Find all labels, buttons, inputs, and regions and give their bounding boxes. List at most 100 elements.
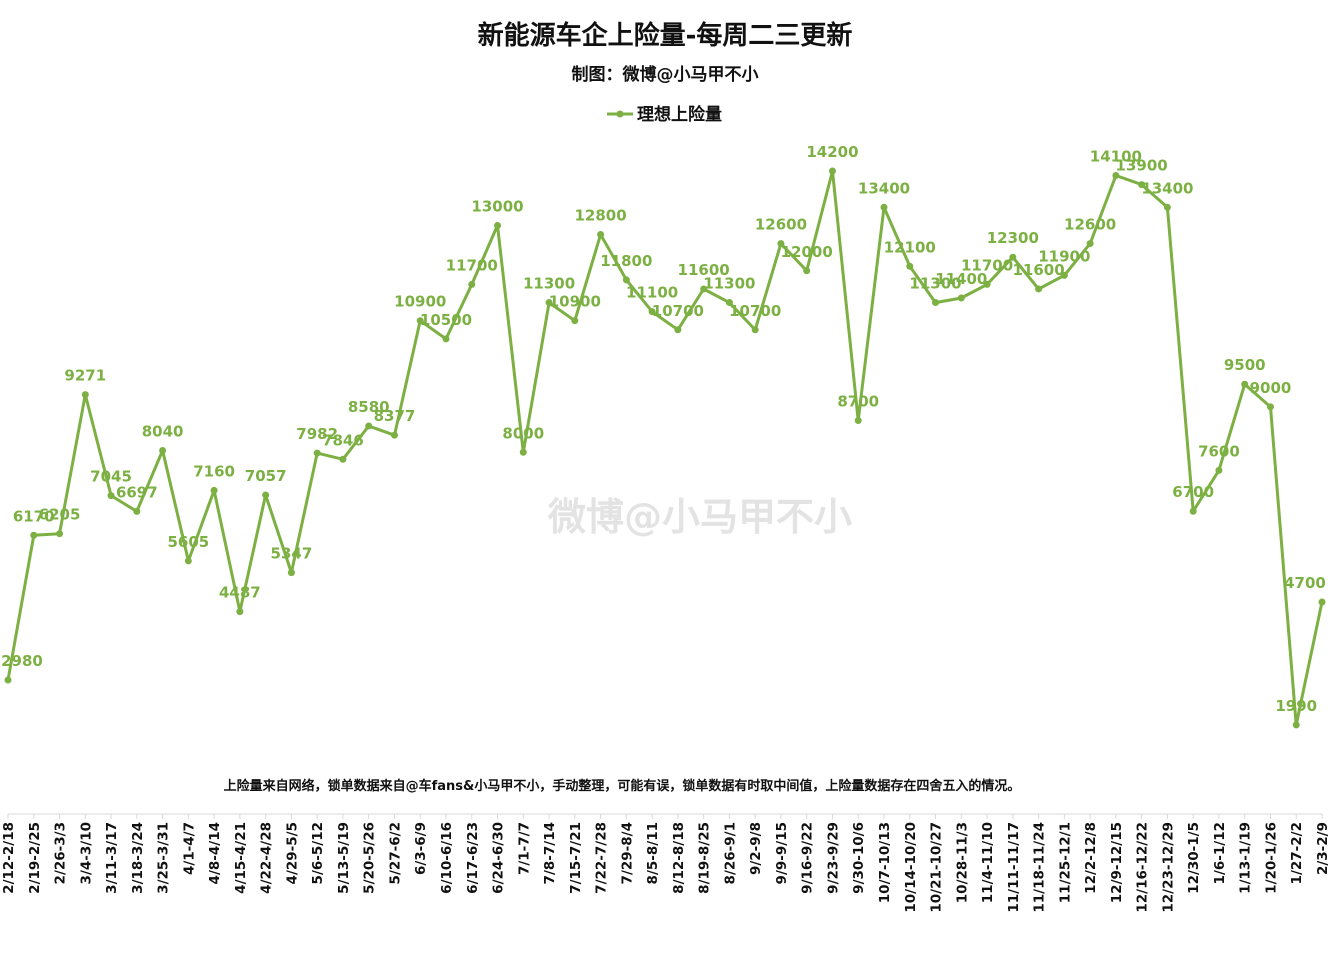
data-point <box>468 280 476 288</box>
data-point <box>1112 172 1120 180</box>
data-point <box>1241 380 1249 388</box>
x-tick-label: 8/26-9/1 <box>722 822 738 884</box>
data-label: 8040 <box>142 422 184 440</box>
x-tick-label: 3/4-3/10 <box>78 822 94 884</box>
data-point <box>906 262 914 270</box>
data-label: 11900 <box>1038 247 1090 265</box>
x-tick-label: 12/23-12/29 <box>1160 822 1176 913</box>
x-tick-label: 3/11-3/17 <box>104 822 120 894</box>
data-point <box>983 280 991 288</box>
data-point <box>1292 721 1300 729</box>
data-label: 11400 <box>935 270 987 288</box>
x-tick-label: 2/3-2/9 <box>1315 822 1330 875</box>
data-label: 9500 <box>1224 356 1266 374</box>
data-point <box>262 491 270 499</box>
x-tick-label: 12/16-12/22 <box>1135 822 1151 913</box>
data-label: 12000 <box>781 243 833 261</box>
x-tick-label: 12/2-12/8 <box>1083 822 1099 894</box>
data-point <box>1009 253 1017 261</box>
x-tick-label: 3/25-3/31 <box>156 822 172 894</box>
data-label: 4487 <box>219 584 261 602</box>
x-tick-label: 12/30-1/5 <box>1186 822 1202 894</box>
data-point <box>725 299 733 307</box>
x-tick-label: 7/22-7/28 <box>594 822 610 894</box>
data-point <box>4 676 12 684</box>
x-tick-label: 2/12-2/18 <box>1 822 17 894</box>
x-tick-label: 9/30-10/6 <box>851 822 867 894</box>
data-point <box>648 308 656 316</box>
series-layer <box>4 167 1326 729</box>
data-label: 7057 <box>245 467 287 485</box>
x-tick-label: 1/13-1/19 <box>1238 822 1254 894</box>
x-tick-label: 12/9-12/15 <box>1109 822 1125 903</box>
data-label: 13000 <box>471 197 523 215</box>
x-tick-label: 10/28-11/3 <box>954 822 970 903</box>
data-point <box>880 203 888 211</box>
data-point <box>1215 466 1223 474</box>
data-point <box>674 326 682 334</box>
data-point <box>210 486 218 494</box>
data-label: 7045 <box>90 468 132 486</box>
x-tick-label: 9/23-9/29 <box>826 822 842 894</box>
x-tick-label: 11/18-11/24 <box>1032 822 1048 913</box>
x-tick-label: 7/1-7/7 <box>516 822 532 875</box>
data-label: 8580 <box>348 398 390 416</box>
data-point <box>1163 203 1171 211</box>
x-tick-label: 5/6-5/12 <box>310 822 326 884</box>
data-point <box>751 326 759 334</box>
legend-marker-icon <box>616 110 624 118</box>
data-point <box>236 608 244 616</box>
x-tick-label: 5/20-5/26 <box>362 822 378 894</box>
data-point <box>519 448 527 456</box>
data-point <box>597 231 605 239</box>
data-label: 10500 <box>420 311 472 329</box>
data-point <box>777 240 785 248</box>
x-tick-label: 4/22-4/28 <box>259 822 275 894</box>
data-point <box>1086 240 1094 248</box>
x-tick-label: 6/3-6/9 <box>413 822 429 875</box>
data-point <box>30 531 38 539</box>
data-point <box>416 317 424 325</box>
data-label: 14200 <box>806 143 858 161</box>
data-point <box>1189 507 1197 515</box>
data-label: 5605 <box>167 533 209 551</box>
x-tick-label: 6/10-6/16 <box>439 822 455 894</box>
data-point <box>390 431 398 439</box>
x-tick-label: 8/12-8/18 <box>671 822 687 894</box>
x-tick-label: 9/9-9/15 <box>774 822 790 884</box>
data-label: 14100 <box>1090 148 1142 166</box>
x-tick-label: 9/16-9/22 <box>800 822 816 894</box>
x-tick-label: 11/25-12/1 <box>1057 822 1073 903</box>
data-label: 1990 <box>1275 697 1317 715</box>
data-point <box>1266 403 1274 411</box>
data-label: 2980 <box>1 652 43 670</box>
data-label: 4700 <box>1284 574 1326 592</box>
data-point <box>442 335 450 343</box>
data-point <box>803 267 811 275</box>
data-label: 7982 <box>296 425 338 443</box>
data-label: 6700 <box>1172 483 1214 501</box>
data-point <box>1318 598 1326 606</box>
x-tick-label: 8/19-8/25 <box>697 822 713 894</box>
data-point <box>133 507 141 515</box>
x-tick-label: 5/13-5/19 <box>336 822 352 894</box>
data-label: 11300 <box>523 275 575 293</box>
x-tick-label: 6/24-6/30 <box>491 822 507 894</box>
x-tick-label: 1/27-2/2 <box>1289 822 1305 884</box>
data-label: 5347 <box>271 545 313 563</box>
chart-subtitle: 制图：微博@小马甲不小 <box>572 64 759 85</box>
data-point <box>107 492 115 500</box>
data-point <box>571 317 579 325</box>
data-point <box>957 294 965 302</box>
x-tick-label: 11/4-11/10 <box>980 822 996 903</box>
x-tick-label: 7/29-8/4 <box>619 822 635 884</box>
x-axis-ticks: 2/12-2/18 2/19-2/25 2/26-3/3 3/4-3/10 3/11-3… <box>1 814 1330 913</box>
x-tick-label: 8/5-8/11 <box>645 822 661 884</box>
data-label: 13900 <box>1116 157 1168 175</box>
data-point <box>1035 285 1043 293</box>
data-label: 11100 <box>626 284 678 302</box>
data-label: 11300 <box>909 275 961 293</box>
x-tick-label: 7/8-7/14 <box>542 822 558 884</box>
